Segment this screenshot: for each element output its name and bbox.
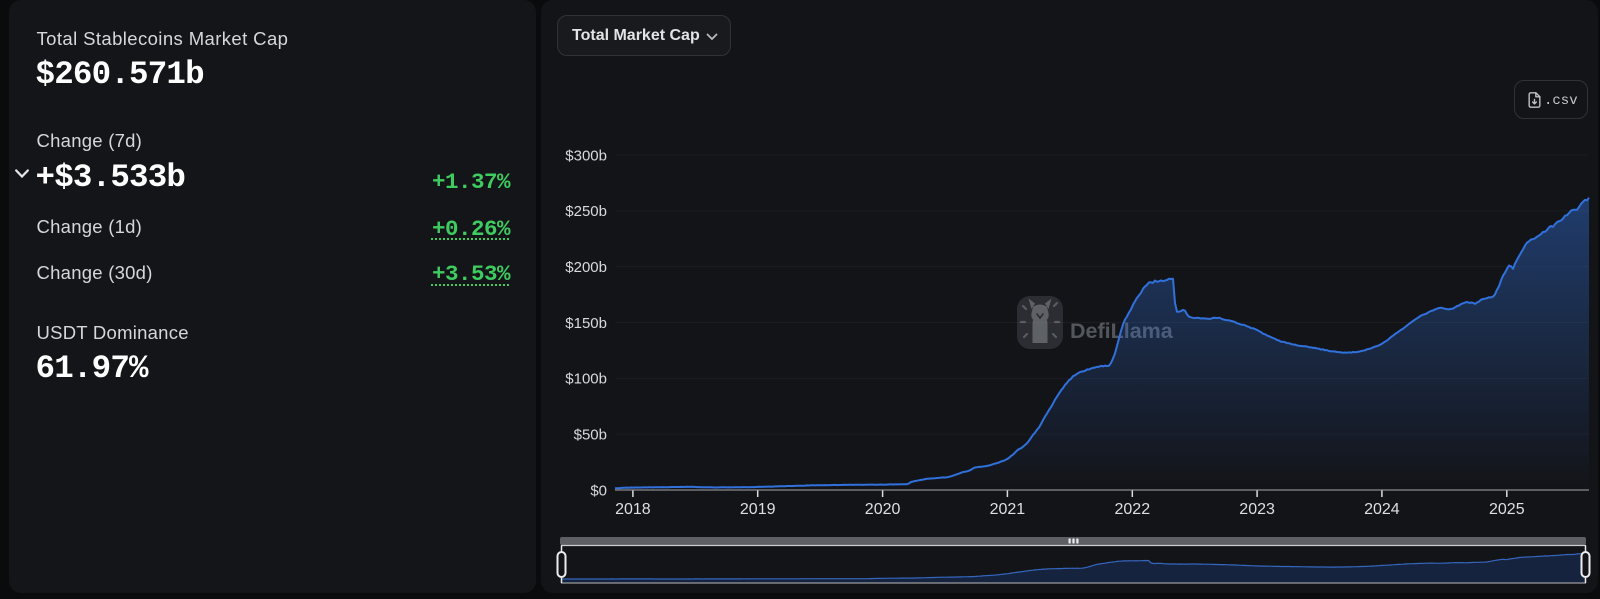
svg-text:2019: 2019 <box>740 501 776 518</box>
svg-text:$100b: $100b <box>565 371 607 388</box>
svg-text:2020: 2020 <box>865 501 901 518</box>
svg-text:$50b: $50b <box>574 427 607 444</box>
svg-text:$250b: $250b <box>565 203 607 220</box>
svg-text:2018: 2018 <box>615 501 651 518</box>
svg-text:2022: 2022 <box>1115 501 1151 518</box>
svg-text:$150b: $150b <box>565 315 607 332</box>
svg-text:$200b: $200b <box>565 259 607 276</box>
svg-text:2023: 2023 <box>1239 501 1275 518</box>
svg-text:2021: 2021 <box>990 501 1026 518</box>
svg-text:2025: 2025 <box>1489 501 1525 518</box>
svg-text:2024: 2024 <box>1364 501 1400 518</box>
svg-text:$300b: $300b <box>565 147 607 164</box>
svg-text:$0: $0 <box>590 482 607 499</box>
